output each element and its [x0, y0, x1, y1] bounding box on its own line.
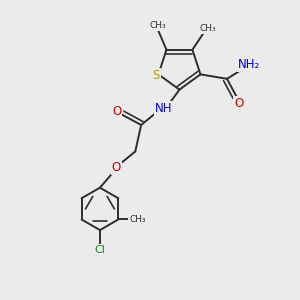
- Text: S: S: [152, 69, 160, 82]
- Text: O: O: [112, 105, 122, 118]
- Text: O: O: [234, 97, 243, 110]
- Text: CH₃: CH₃: [129, 215, 146, 224]
- Text: NH₂: NH₂: [238, 58, 260, 71]
- Text: Cl: Cl: [94, 245, 105, 255]
- Text: CH₃: CH₃: [200, 24, 216, 33]
- Text: NH: NH: [154, 102, 172, 115]
- Text: CH₃: CH₃: [149, 21, 166, 30]
- Text: O: O: [112, 161, 121, 174]
